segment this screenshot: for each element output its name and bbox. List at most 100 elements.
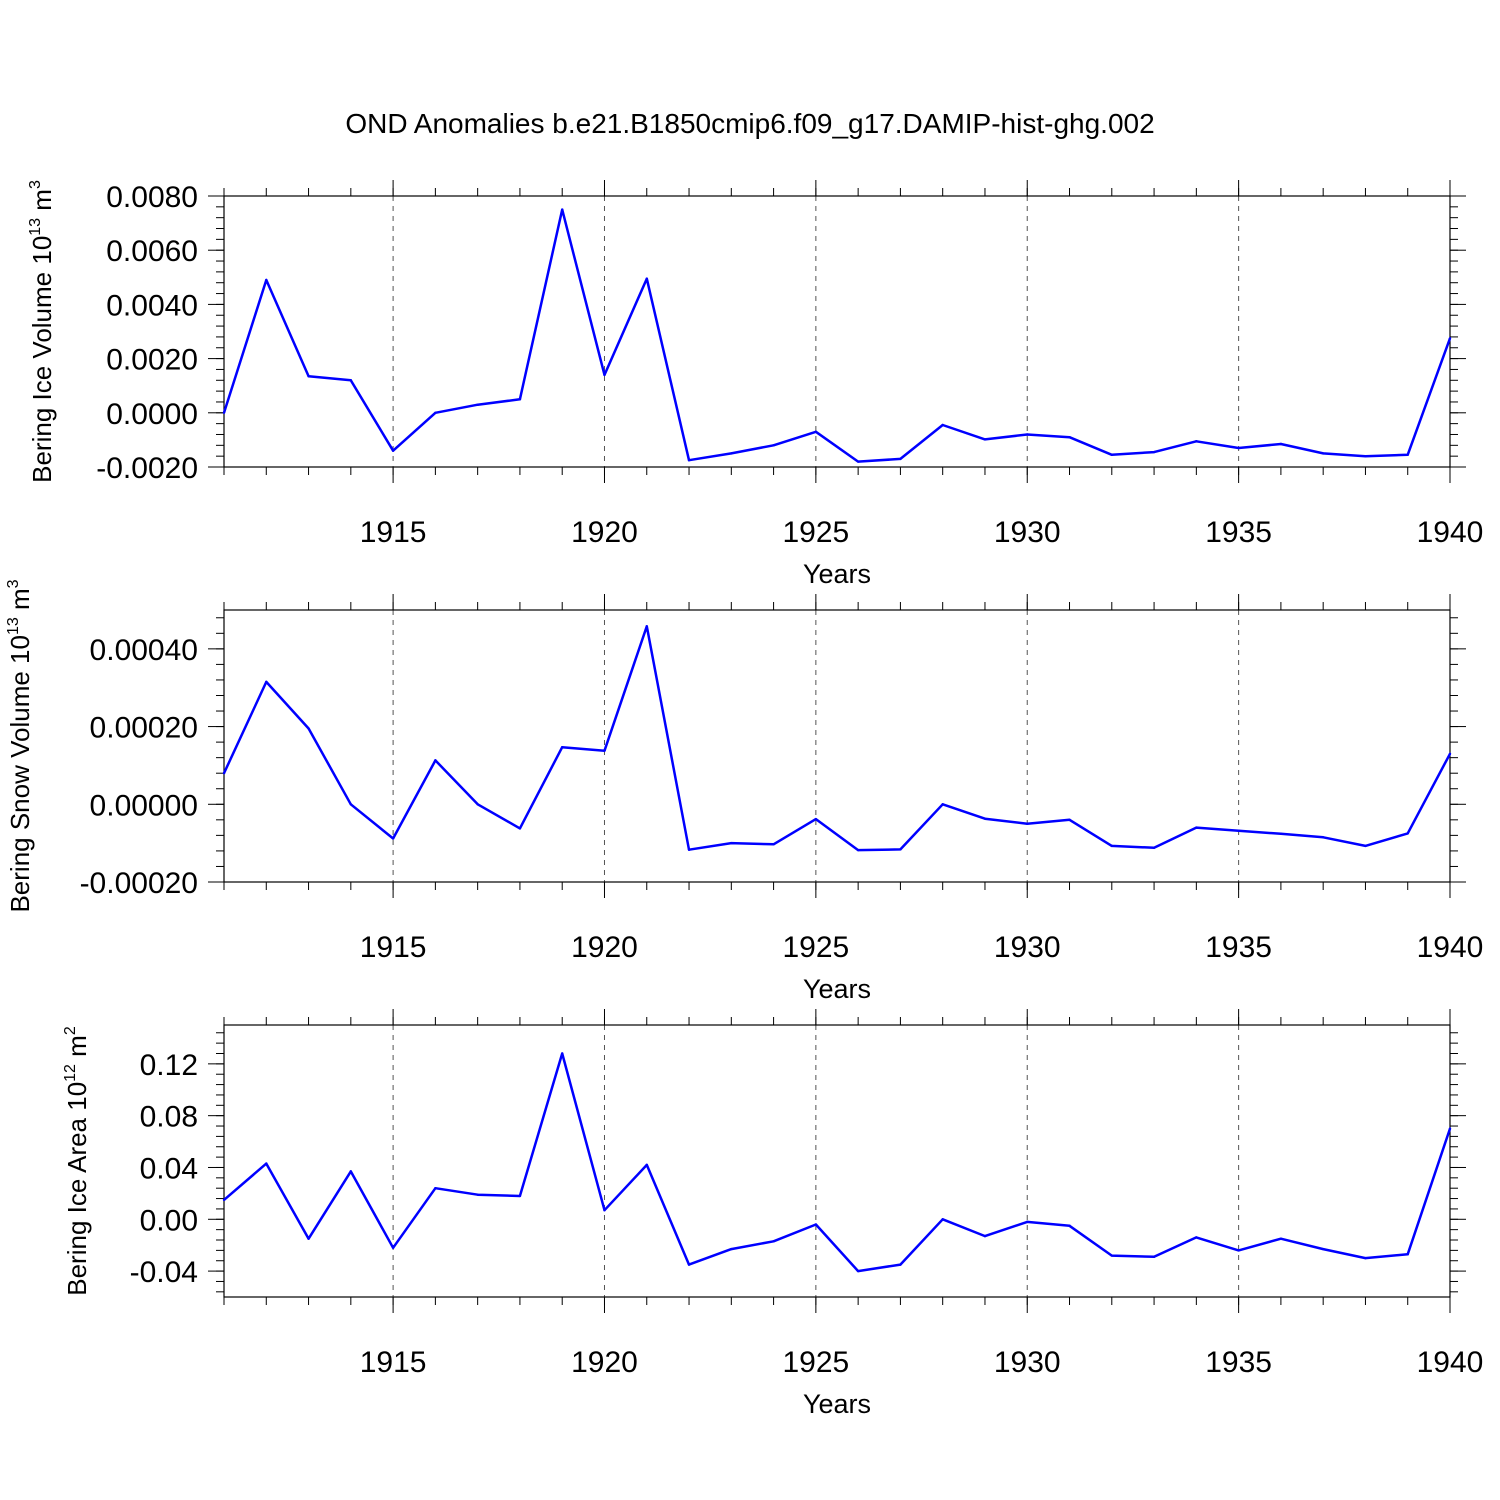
data-point	[1279, 1237, 1283, 1240]
data-point	[518, 398, 522, 401]
data-point	[899, 848, 902, 851]
data-point	[687, 848, 691, 851]
data-point	[476, 803, 479, 806]
data-point	[1321, 836, 1325, 839]
y-tick-label: 0.0040	[106, 289, 198, 322]
data-point	[349, 803, 353, 806]
x-tick-label: 1920	[571, 931, 638, 964]
data-point	[856, 460, 860, 463]
data-point	[814, 430, 818, 433]
data-point	[1195, 440, 1198, 443]
y-tick-label: -0.00020	[80, 867, 198, 900]
data-point	[772, 843, 775, 846]
data-point	[1406, 832, 1409, 835]
data-point	[434, 1187, 437, 1190]
data-point	[391, 1246, 395, 1249]
data-point	[1406, 453, 1409, 457]
data-point	[603, 1209, 606, 1212]
data-point	[561, 1052, 564, 1055]
x-tick-label: 1915	[360, 931, 427, 964]
data-point	[730, 841, 733, 845]
data-point	[1152, 846, 1156, 850]
data-point	[434, 411, 437, 414]
data-point	[1448, 1127, 1452, 1130]
y-axis-label-superscript: 12	[62, 1064, 79, 1082]
data-point	[1448, 337, 1452, 340]
y-axis-label-text: m	[62, 1035, 92, 1064]
data-point	[941, 1218, 944, 1221]
x-tick-label: 1935	[1205, 931, 1272, 964]
y-axis-label: Bering Snow Volume 1013 m3	[5, 579, 35, 912]
data-point	[349, 379, 353, 382]
data-point	[730, 1247, 733, 1251]
x-axis-label: Years	[803, 1389, 871, 1419]
data-point	[391, 449, 395, 452]
data-point	[814, 1223, 818, 1226]
chart-panel-1: 1915 1920 1925 1930 1935 1940 -0.0020 0.0000 0.0…	[27, 180, 1483, 589]
y-axis-label-text: Bering Ice Area 10	[62, 1082, 92, 1296]
data-point	[1152, 450, 1156, 454]
data-point	[687, 1263, 691, 1266]
y-tick-label: 0.04	[140, 1152, 198, 1185]
data-point	[1068, 1224, 1071, 1227]
data-point	[687, 459, 691, 462]
data-point	[941, 423, 944, 427]
data-point	[983, 438, 987, 441]
data-point	[1068, 818, 1071, 822]
data-point	[1364, 844, 1367, 848]
plot-frame	[223, 195, 1451, 468]
series-line	[222, 625, 1452, 852]
data-point	[1110, 1254, 1113, 1257]
data-point	[1279, 442, 1283, 446]
y-tick-label: 0.0080	[106, 181, 198, 214]
data-point	[1237, 446, 1240, 450]
y-tick-label: 0.08	[140, 1101, 198, 1134]
data-point	[307, 1237, 310, 1240]
data-point	[1152, 1255, 1156, 1259]
data-point	[941, 803, 944, 806]
y-axis-label-superscript: 3	[27, 180, 44, 189]
data-point	[1195, 1236, 1198, 1239]
x-tick-label: 1925	[782, 1346, 849, 1379]
data-point	[476, 1193, 479, 1196]
x-tick-label: 1930	[994, 1346, 1061, 1379]
y-axis-label-superscript: 3	[5, 579, 22, 588]
data-point	[222, 1198, 226, 1202]
data-point	[1026, 1220, 1029, 1224]
data-point	[222, 411, 226, 414]
data-point	[1321, 1247, 1325, 1251]
y-tick-label: 0.00000	[90, 789, 198, 822]
y-axis-label-superscript: 13	[27, 218, 44, 236]
data-point	[1321, 452, 1325, 455]
y-tick-label: 0.12	[140, 1049, 198, 1082]
data-point	[1279, 832, 1283, 836]
data-point	[899, 1263, 902, 1266]
y-axis-label: Bering Ice Volume 1013 m3	[27, 180, 57, 483]
data-point	[1068, 435, 1071, 439]
data-point	[1026, 822, 1029, 825]
y-tick-label: 0.00020	[90, 712, 198, 745]
data-point	[561, 745, 564, 749]
data-point	[1364, 454, 1367, 458]
x-tick-label: 1915	[360, 516, 427, 549]
data-point	[518, 827, 522, 830]
plot-frame	[223, 1024, 1451, 1298]
data-point	[603, 749, 606, 752]
data-point	[265, 680, 268, 684]
data-point	[222, 772, 226, 775]
data-point	[772, 444, 775, 447]
chart-panel-2: 1915 1920 1925 1930 1935 1940 -0.00020 0.00000 0…	[5, 579, 1483, 1004]
x-tick-label: 1940	[1417, 1346, 1484, 1379]
data-point	[265, 1162, 268, 1165]
x-tick-label: 1920	[571, 516, 638, 549]
chart-panel-3: 1915 1920 1925 1930 1935 1940 -0.04 0.00 0.04 0.0…	[62, 1009, 1483, 1419]
series-line	[223, 1052, 1452, 1273]
data-point	[856, 848, 860, 852]
data-point	[307, 375, 310, 378]
data-point	[899, 457, 902, 461]
y-tick-label: -0.04	[130, 1256, 198, 1289]
data-point	[645, 1163, 648, 1167]
data-point	[1364, 1256, 1367, 1260]
x-tick-label: 1935	[1205, 516, 1272, 549]
